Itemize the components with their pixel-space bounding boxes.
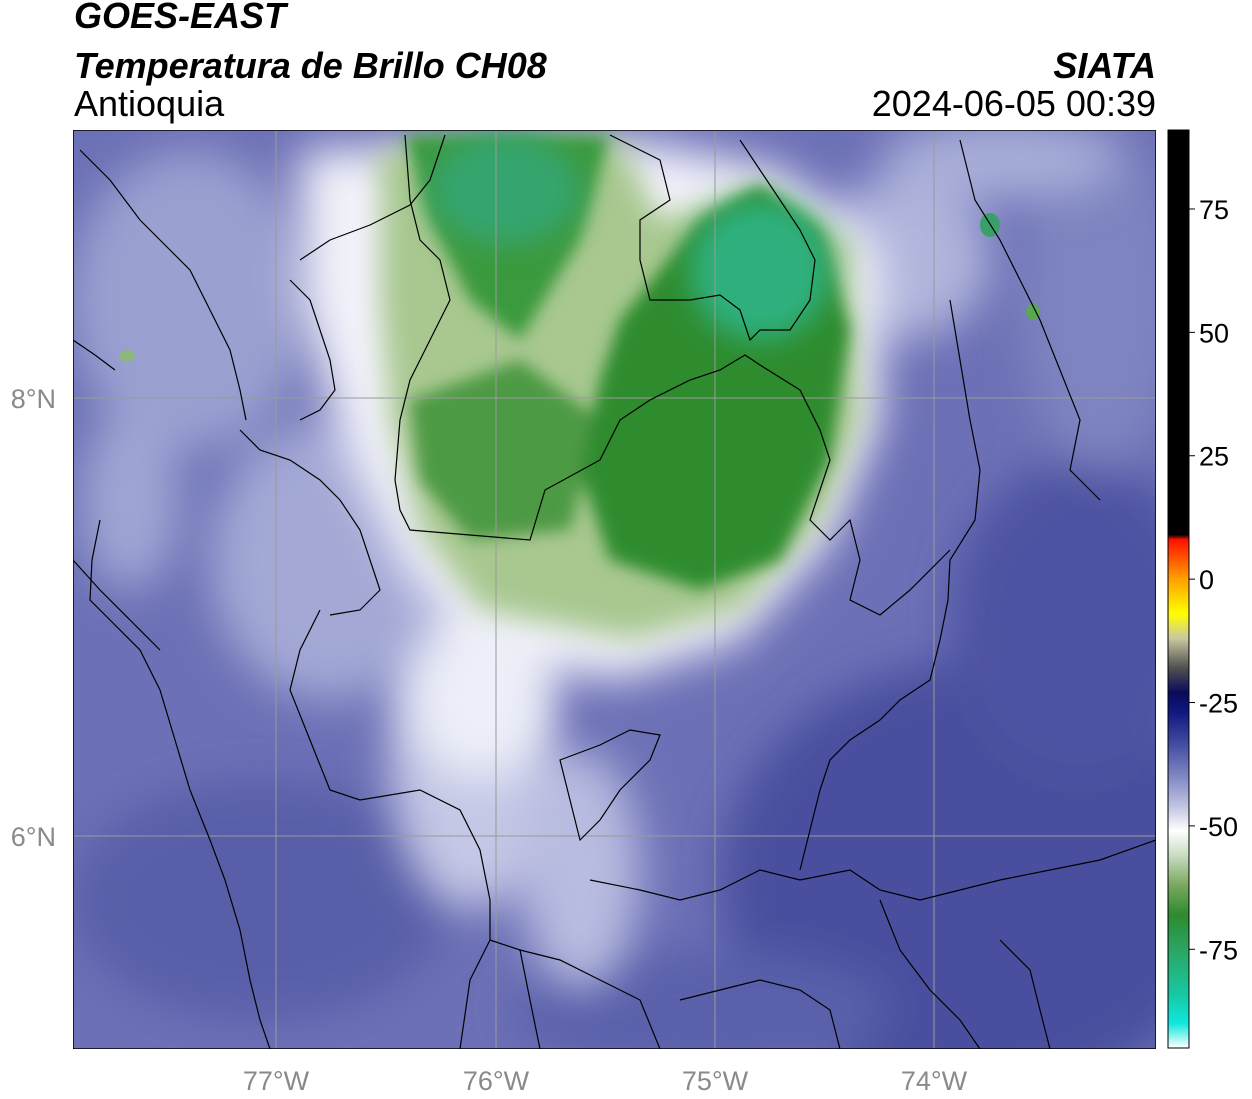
agency-label: SIATA [1053,45,1156,86]
colorbar-tick-label: -25 [1199,689,1238,719]
colorbar-tick-label: -50 [1199,812,1238,842]
lat-tick-label: 8°N [11,384,56,414]
colorbar-tick-label: 0 [1199,565,1214,595]
colorbar-scale [1167,129,1190,1049]
colorbar-tick-label: -75 [1199,935,1238,965]
lon-tick-label: 75°W [682,1066,749,1096]
gridlines [73,130,1156,1049]
product-title: Temperatura de Brillo CH08 [74,45,547,86]
latitude-ticks: 8°N 6°N [11,384,56,852]
lon-tick-label: 74°W [901,1066,968,1096]
colorbar: 75 50 25 0 -25 -50 -75 [1167,129,1238,1049]
coastline [73,134,446,1049]
colorbar-ticks: 75 50 25 0 -25 -50 -75 [1189,195,1238,965]
admin-borders [73,134,1156,1049]
colorbar-tick-label: 50 [1199,318,1229,348]
colorbar-tick-label: 75 [1199,195,1229,225]
brightness-temperature-field [73,130,1156,1049]
datetime-label: 2024-06-05 00:39 [871,83,1156,124]
lon-tick-label: 76°W [463,1066,530,1096]
colorbar-tick-label: 25 [1199,442,1229,472]
lat-tick-label: 6°N [11,822,56,852]
lon-tick-label: 77°W [243,1066,310,1096]
satellite-title: GOES-EAST [74,0,287,36]
longitude-ticks: 77°W 76°W 75°W 74°W [243,1066,968,1096]
region-label: Antioquia [74,83,225,124]
